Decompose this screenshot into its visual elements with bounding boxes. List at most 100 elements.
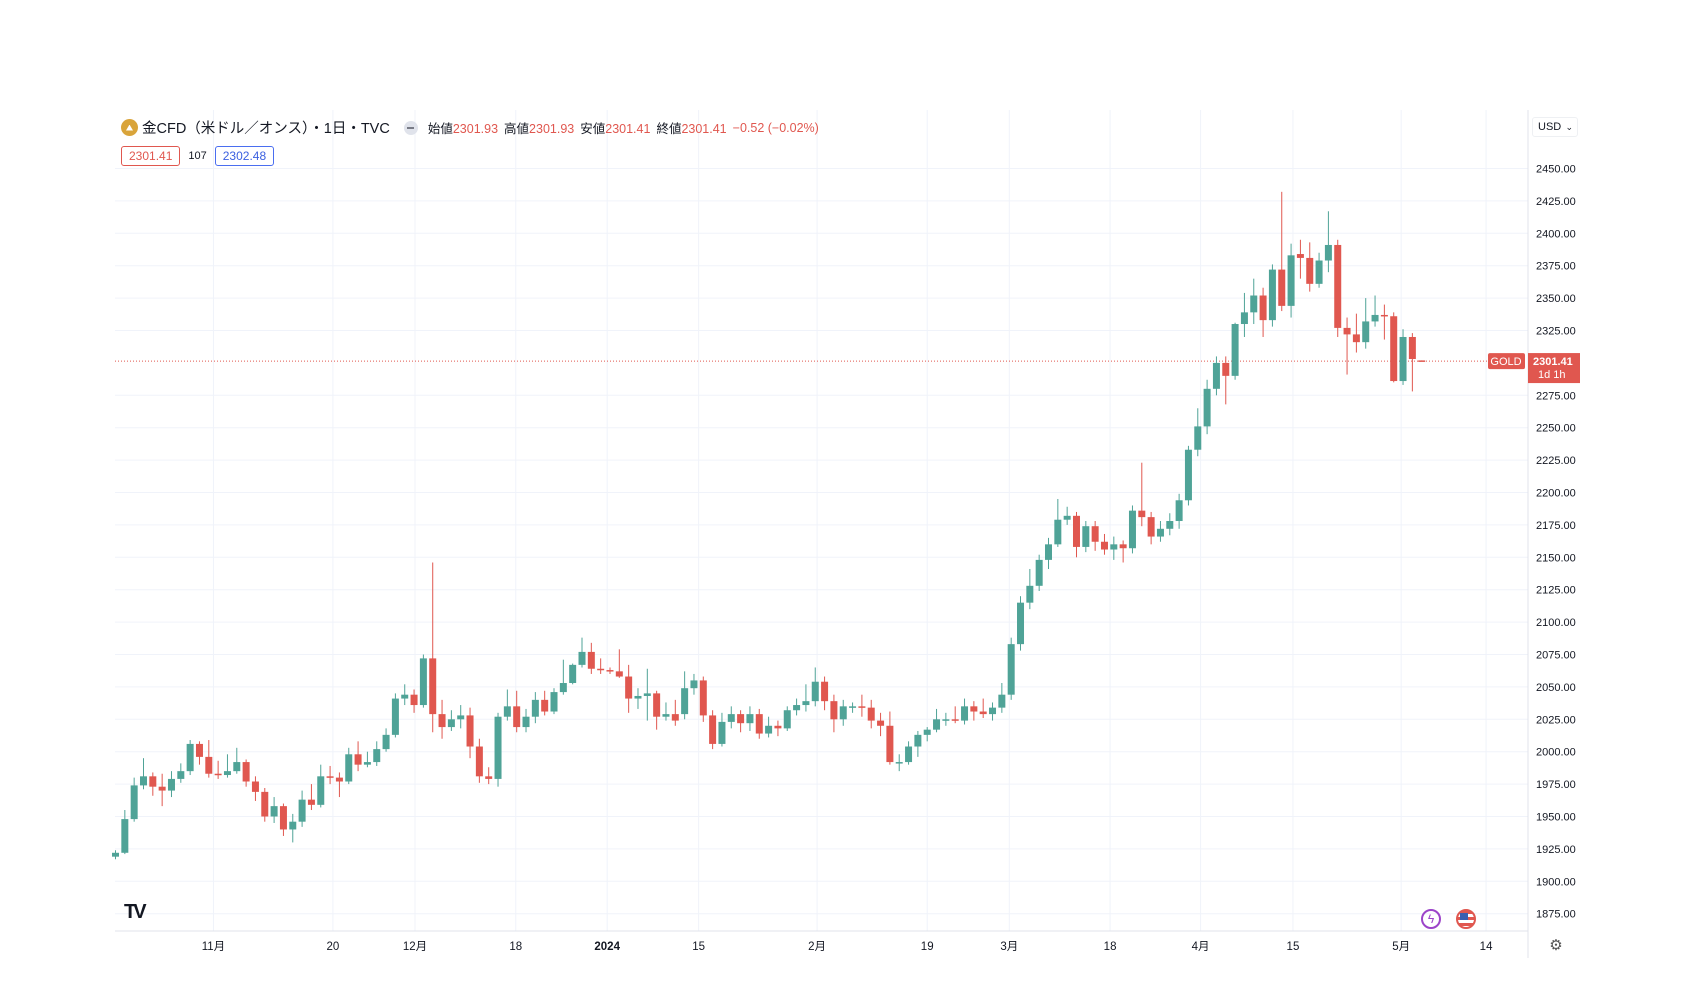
candle-body <box>429 658 437 715</box>
symbol-title[interactable]: 金CFD（米ドル／オンス）・1日・TVC <box>142 121 390 137</box>
candle-body <box>1054 519 1062 545</box>
buy-price-button[interactable]: 2302.48 <box>214 146 275 166</box>
candle-body <box>998 694 1006 708</box>
price-change: −0.52 (−0.02%) <box>732 120 819 135</box>
candle-body <box>503 706 511 717</box>
candle-body <box>559 683 567 693</box>
x-tick-label: 18 <box>509 941 522 953</box>
market-status-icon[interactable] <box>403 120 418 135</box>
spread-value: 107 <box>188 150 207 162</box>
candle-body <box>1035 559 1043 586</box>
candle-body <box>933 719 941 730</box>
candle-body <box>1138 510 1146 518</box>
candle-body <box>625 676 633 699</box>
candle-body <box>914 734 922 747</box>
candle-body <box>699 680 707 716</box>
candle-body <box>858 706 866 708</box>
candle-body <box>718 721 726 744</box>
candle-body <box>1166 521 1174 529</box>
candle-body <box>485 776 493 779</box>
candle-body <box>709 715 717 744</box>
candle-body <box>1203 388 1211 427</box>
candle-body <box>1072 515 1080 547</box>
candle-body <box>130 785 138 820</box>
candle-body <box>569 664 577 684</box>
gold-coin-icon <box>121 119 138 136</box>
x-tick-label: 11月 <box>202 941 225 953</box>
candle-body <box>1212 362 1220 389</box>
candle-body <box>905 746 913 763</box>
y-tick-label: 2325.00 <box>1536 326 1576 338</box>
candle-body <box>541 699 549 712</box>
candle-body <box>167 778 175 791</box>
candle-body <box>391 698 399 735</box>
x-tick-label: 20 <box>326 941 339 953</box>
tradingview-logo[interactable]: TV <box>124 901 146 923</box>
currency-select[interactable]: USD ⌄ <box>1532 117 1578 137</box>
candle-body <box>830 701 838 720</box>
candle-body <box>1380 314 1388 317</box>
candle-body <box>1306 257 1314 284</box>
y-tick-label: 1950.00 <box>1536 812 1576 824</box>
candle-body <box>877 720 885 726</box>
candle-body <box>1184 449 1192 501</box>
candle-body <box>606 670 614 672</box>
x-tick-label: 12月 <box>403 941 427 953</box>
lightning-event-icon[interactable]: ϟ <box>1421 909 1441 929</box>
candle-body <box>587 651 595 669</box>
candle-body <box>597 668 605 671</box>
settings-icon[interactable]: ⚙ <box>1549 937 1563 954</box>
candle-body <box>1222 362 1230 376</box>
candle-body <box>513 706 521 728</box>
candle-body <box>457 715 465 720</box>
candle-body <box>382 734 390 750</box>
candle-body <box>802 701 810 706</box>
last-price-value: 2301.41 <box>1533 356 1573 368</box>
y-tick-label: 2125.00 <box>1536 585 1576 597</box>
y-tick-label: 2450.00 <box>1536 164 1576 176</box>
candle-body <box>158 786 166 791</box>
candle-body <box>223 771 231 776</box>
candle-body <box>970 706 978 712</box>
y-tick-label: 2375.00 <box>1536 261 1576 273</box>
candle-body <box>1296 254 1304 258</box>
candle-body <box>886 725 894 763</box>
x-tick-label: 15 <box>692 941 705 953</box>
candle-body <box>793 705 801 711</box>
sell-price-button[interactable]: 2301.41 <box>121 146 181 166</box>
candle-body <box>317 776 325 805</box>
candle-body <box>746 714 754 724</box>
candle-body <box>307 799 315 805</box>
candle-body <box>177 771 185 779</box>
currency-label: USD <box>1538 121 1562 133</box>
us-flag-event-icon[interactable] <box>1456 909 1476 929</box>
y-tick-label: 2350.00 <box>1536 293 1576 305</box>
candle-body <box>1334 244 1342 328</box>
candle-body <box>205 756 213 774</box>
candle-body <box>494 716 502 779</box>
y-tick-label: 2275.00 <box>1536 390 1576 402</box>
candle-body <box>849 706 857 708</box>
candle-body <box>550 692 558 712</box>
last-price-tag-bg <box>1528 353 1580 384</box>
candle-body <box>410 694 418 706</box>
candle-body <box>1156 528 1164 537</box>
candle-body <box>765 725 773 734</box>
candle-body <box>214 773 222 776</box>
candle-body <box>774 725 782 729</box>
y-tick-label: 1925.00 <box>1536 844 1576 856</box>
candle-body <box>195 743 203 757</box>
y-tick-label: 2100.00 <box>1536 617 1576 629</box>
candle-body <box>1287 255 1295 306</box>
candle-body <box>1091 526 1099 542</box>
candle-body <box>1278 269 1286 306</box>
x-tick-label: 3月 <box>1000 941 1018 953</box>
candle-body <box>681 688 689 715</box>
candle-body <box>727 714 735 722</box>
candle-body <box>1315 260 1323 284</box>
x-tick-label: 15 <box>1287 941 1300 953</box>
y-tick-label: 1975.00 <box>1536 779 1576 791</box>
y-tick-label: 2400.00 <box>1536 228 1576 240</box>
candle-body <box>1352 334 1360 343</box>
